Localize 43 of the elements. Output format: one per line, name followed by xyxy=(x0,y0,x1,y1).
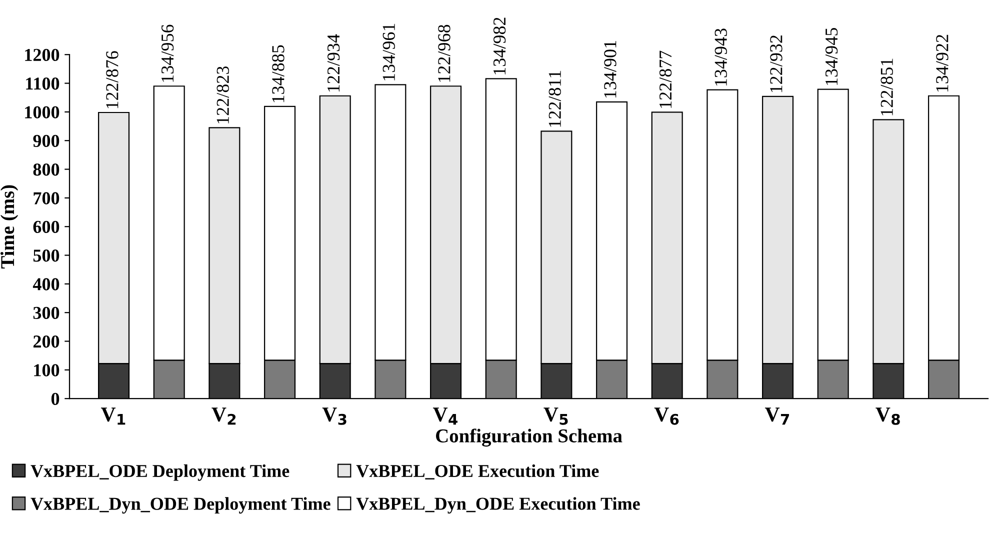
y-axis-title: Time (ms) xyxy=(0,185,18,269)
data-label: 122/877 xyxy=(659,50,672,108)
y-tick-label: 700 xyxy=(34,192,60,204)
data-label: 122/851 xyxy=(880,58,893,116)
legend-label: VxBPEL_ODE Execution Time xyxy=(356,464,599,480)
y-tick-label: 300 xyxy=(33,306,60,320)
data-label: 122/811 xyxy=(548,70,561,127)
x-tick-label: V$_{8}$ xyxy=(876,408,900,425)
data-label: 122/968 xyxy=(438,24,450,82)
data-label: 134/961 xyxy=(382,24,395,80)
y-tick-label: 1100 xyxy=(26,78,60,90)
data-label: 134/901 xyxy=(604,41,616,98)
data-label: 134/885 xyxy=(272,45,284,102)
y-tick-label: 1000 xyxy=(25,106,60,118)
data-label: 134/922 xyxy=(936,34,948,92)
data-label: 134/943 xyxy=(714,28,727,86)
y-tick-label: 600 xyxy=(33,220,60,234)
legend-label: VxBPEL_Dyn_ODE Deployment Time xyxy=(30,497,330,514)
data-label: 122/823 xyxy=(216,66,229,124)
data-label: 134/956 xyxy=(161,24,174,82)
x-tick-label: V$_{4}$ xyxy=(432,408,458,425)
data-label: 122/934 xyxy=(327,34,340,92)
x-tick-label: V$_{6}$ xyxy=(654,408,679,425)
legend-label: VxBPEL_Dyn_ODE Execution Time xyxy=(356,497,640,514)
data-label: 122/932 xyxy=(770,35,782,92)
x-tick-label: V$_{5}$ xyxy=(544,408,568,425)
x-tick-label: V$_{2}$ xyxy=(212,408,236,425)
x-tick-label: V$_{1}$ xyxy=(100,408,126,425)
y-tick-label: 500 xyxy=(33,250,60,262)
y-tick-label: 800 xyxy=(33,164,60,176)
y-tick-label: 0 xyxy=(51,392,60,406)
legend-label: VxBPEL_ODE Deployment Time xyxy=(30,464,290,481)
y-tick-label: 1200 xyxy=(25,48,60,62)
y-tick-label: 200 xyxy=(33,336,60,348)
data-label: 134/982 xyxy=(493,18,506,74)
data-label: 122/876 xyxy=(106,51,118,108)
y-tick-label: 400 xyxy=(32,278,60,290)
x-tick-label: V$_{7}$ xyxy=(764,408,789,425)
y-tick-label: 900 xyxy=(33,134,60,148)
y-tick-label: 100 xyxy=(34,364,60,376)
x-tick-label: V$_{3}$ xyxy=(322,408,346,425)
data-label: 134/945 xyxy=(825,28,838,85)
x-axis-title: Configuration Schema xyxy=(436,428,622,447)
